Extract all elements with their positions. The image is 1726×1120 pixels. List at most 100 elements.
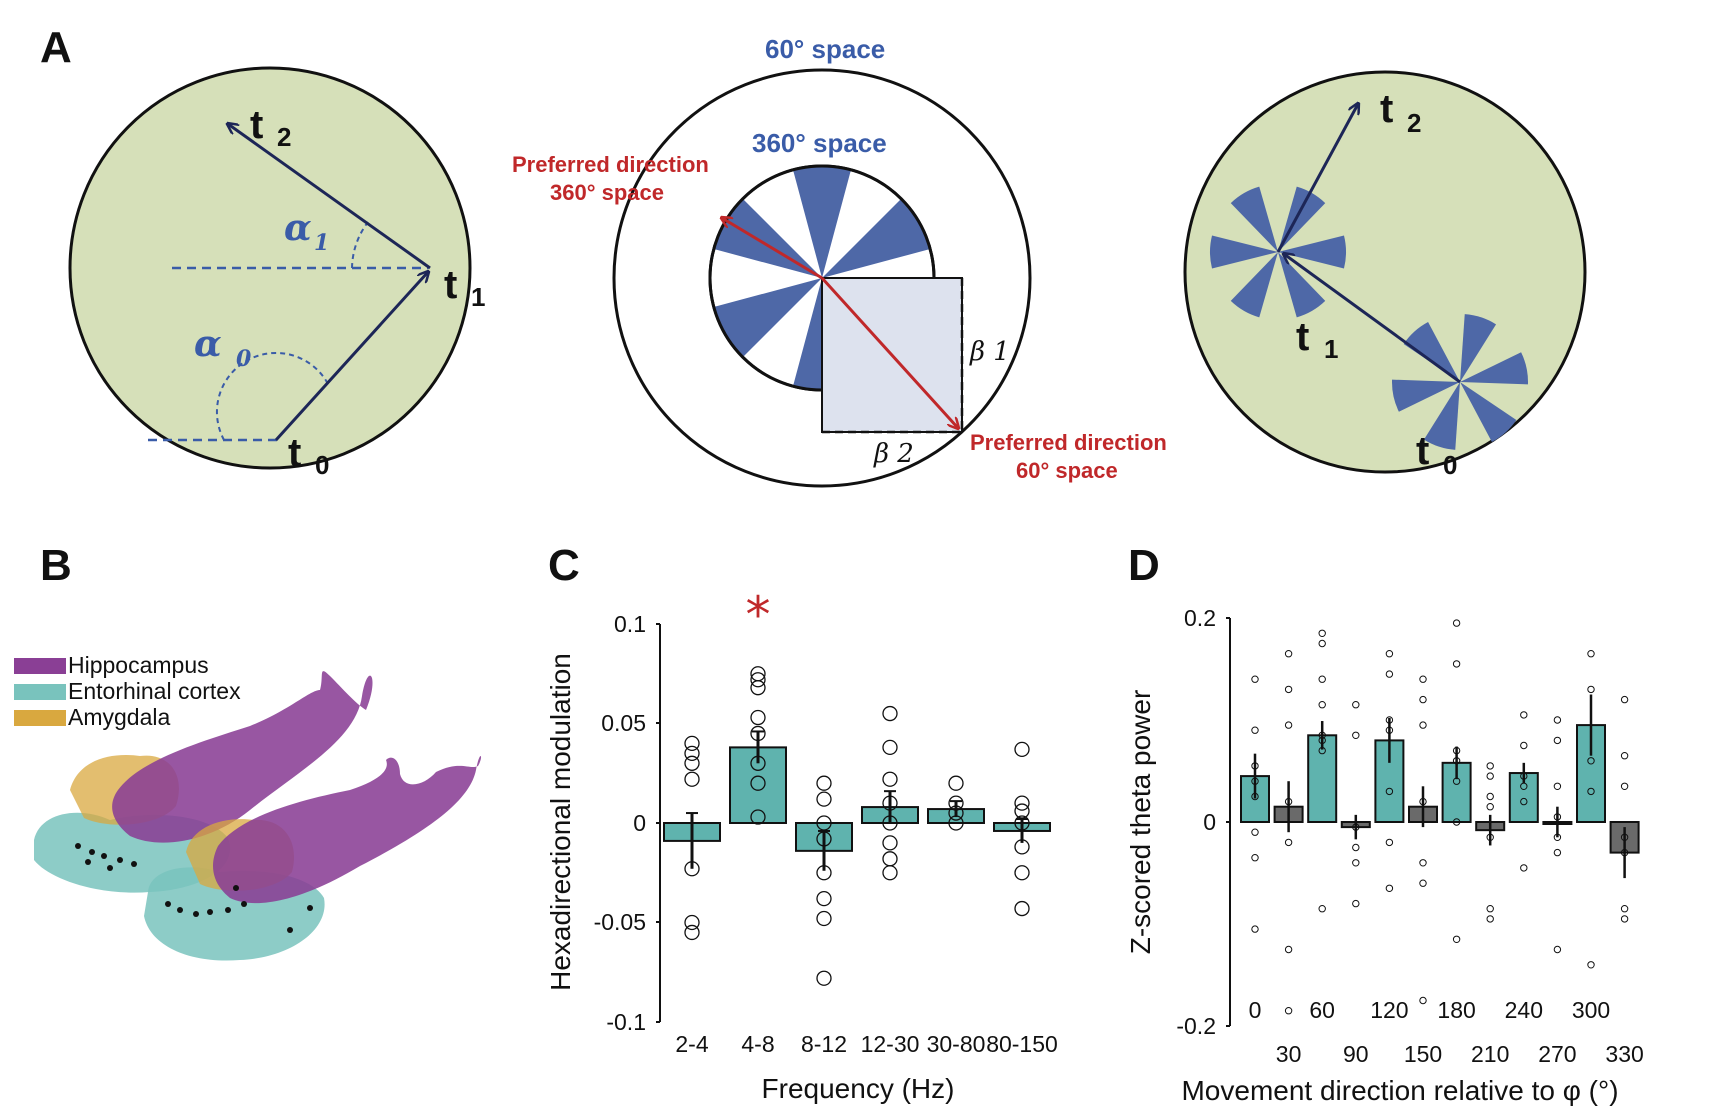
data-point	[750, 809, 766, 825]
data-point	[1520, 741, 1528, 750]
label-beta1: β 1	[969, 337, 1010, 367]
electrode-contact	[107, 865, 113, 871]
x-tick-label-top: 120	[1370, 997, 1408, 1023]
x-tick-label: 2-4	[675, 1031, 708, 1057]
label-t2: t	[250, 103, 263, 147]
data-point	[816, 815, 832, 831]
data-point	[1284, 650, 1293, 658]
chart-panel-c: 0.1 0.05 0 -0.05 -0.1 Hexadirectional mo…	[545, 586, 1058, 1104]
data-point	[1352, 843, 1360, 852]
data-point	[882, 795, 898, 811]
data-point	[1352, 899, 1360, 908]
data-point	[1452, 777, 1461, 785]
data-point	[1385, 884, 1394, 892]
data-point	[684, 924, 700, 941]
vector-t1-t2-right	[1276, 104, 1358, 253]
data-point	[1014, 741, 1030, 758]
star-wedge	[1230, 252, 1278, 318]
star-wedge	[1403, 321, 1460, 382]
x-axis-label: Movement direction relative to φ (°)	[1181, 1075, 1618, 1106]
star-wedge	[1460, 382, 1517, 443]
x-tick-label-bottom: 90	[1343, 1041, 1369, 1067]
x-tick-label: 30-80	[927, 1031, 986, 1057]
data-point	[1284, 685, 1293, 694]
label-t2-right: t	[1380, 87, 1393, 131]
data-point	[1486, 803, 1494, 811]
data-point	[1520, 797, 1528, 806]
star-wedge	[1278, 252, 1326, 318]
data-point	[1553, 848, 1562, 857]
data-point	[1486, 792, 1494, 801]
label-60-space: 60° space	[765, 34, 885, 64]
data-point	[684, 914, 700, 931]
data-point	[1352, 859, 1360, 867]
x-tick-label: 8-12	[801, 1031, 847, 1057]
x-tick-label-top: 0	[1249, 997, 1262, 1023]
data-point	[1587, 650, 1595, 658]
label-t0-right: t	[1416, 429, 1429, 473]
x-tick-label-bottom: 150	[1404, 1041, 1442, 1067]
data-point	[1251, 792, 1259, 801]
hippocampus-left	[112, 671, 373, 843]
pref60-line1: Preferred direction	[970, 430, 1167, 455]
data-point	[1553, 736, 1562, 745]
star-wedge	[1278, 235, 1346, 269]
data-point	[1553, 833, 1562, 841]
data-point	[1553, 813, 1562, 821]
data-point	[684, 735, 700, 752]
data-point	[1486, 905, 1494, 913]
data-point	[1284, 721, 1293, 729]
data-point	[750, 709, 766, 726]
preferred-direction-60-arrow	[820, 276, 958, 428]
data-point	[1620, 695, 1629, 704]
electrode-contact	[233, 885, 239, 891]
data-point	[882, 739, 898, 756]
star-wedge	[1423, 382, 1460, 450]
data-point	[1318, 701, 1326, 709]
pref360-line2: 360° space	[550, 180, 664, 205]
legend-swatch-amygdala	[14, 710, 66, 726]
data-point	[1284, 838, 1293, 847]
y-tick-label: 0	[633, 810, 646, 836]
data-point	[1014, 815, 1030, 831]
y-tick-label: 0.2	[1184, 605, 1216, 631]
data-point	[882, 815, 898, 831]
data-point	[1385, 670, 1394, 678]
y-tick-label: -0.2	[1176, 1013, 1216, 1039]
data-point	[1553, 782, 1562, 790]
data-point	[1520, 772, 1528, 780]
data-point	[1587, 787, 1595, 796]
electrode-contact	[131, 861, 137, 867]
data-point	[1385, 838, 1394, 847]
data-point	[948, 795, 964, 811]
data-point	[1385, 787, 1394, 796]
inner-wedge	[788, 166, 856, 278]
electrode-contact	[177, 907, 183, 913]
star-wedge	[1460, 352, 1528, 385]
data-point	[1251, 762, 1259, 770]
electrode-contact	[101, 853, 107, 859]
hippocampus-right	[213, 755, 482, 904]
arena-circle-right	[1183, 70, 1587, 474]
data-point	[882, 865, 898, 881]
electrode-contact	[165, 901, 171, 907]
data-point	[816, 775, 832, 791]
data-point	[882, 705, 898, 722]
data-point	[1251, 726, 1259, 734]
label-t1-right: t	[1296, 315, 1309, 359]
label-t1: t	[444, 263, 457, 307]
data-point	[750, 680, 766, 696]
x-tick-label-top: 240	[1505, 997, 1543, 1023]
x-tick-label-bottom: 30	[1276, 1041, 1302, 1067]
data-point	[684, 755, 700, 771]
x-tick-label-top: 60	[1309, 997, 1335, 1023]
panel-label-c: C	[548, 541, 580, 590]
y-tick-label: 0	[1203, 809, 1216, 835]
grid-star-t0	[1392, 314, 1528, 450]
data-point	[750, 672, 766, 688]
data-point	[816, 831, 832, 847]
bar	[1307, 734, 1338, 823]
data-point	[882, 835, 898, 851]
data-point	[1318, 629, 1326, 637]
x-tick-label-bottom: 330	[1605, 1041, 1643, 1067]
